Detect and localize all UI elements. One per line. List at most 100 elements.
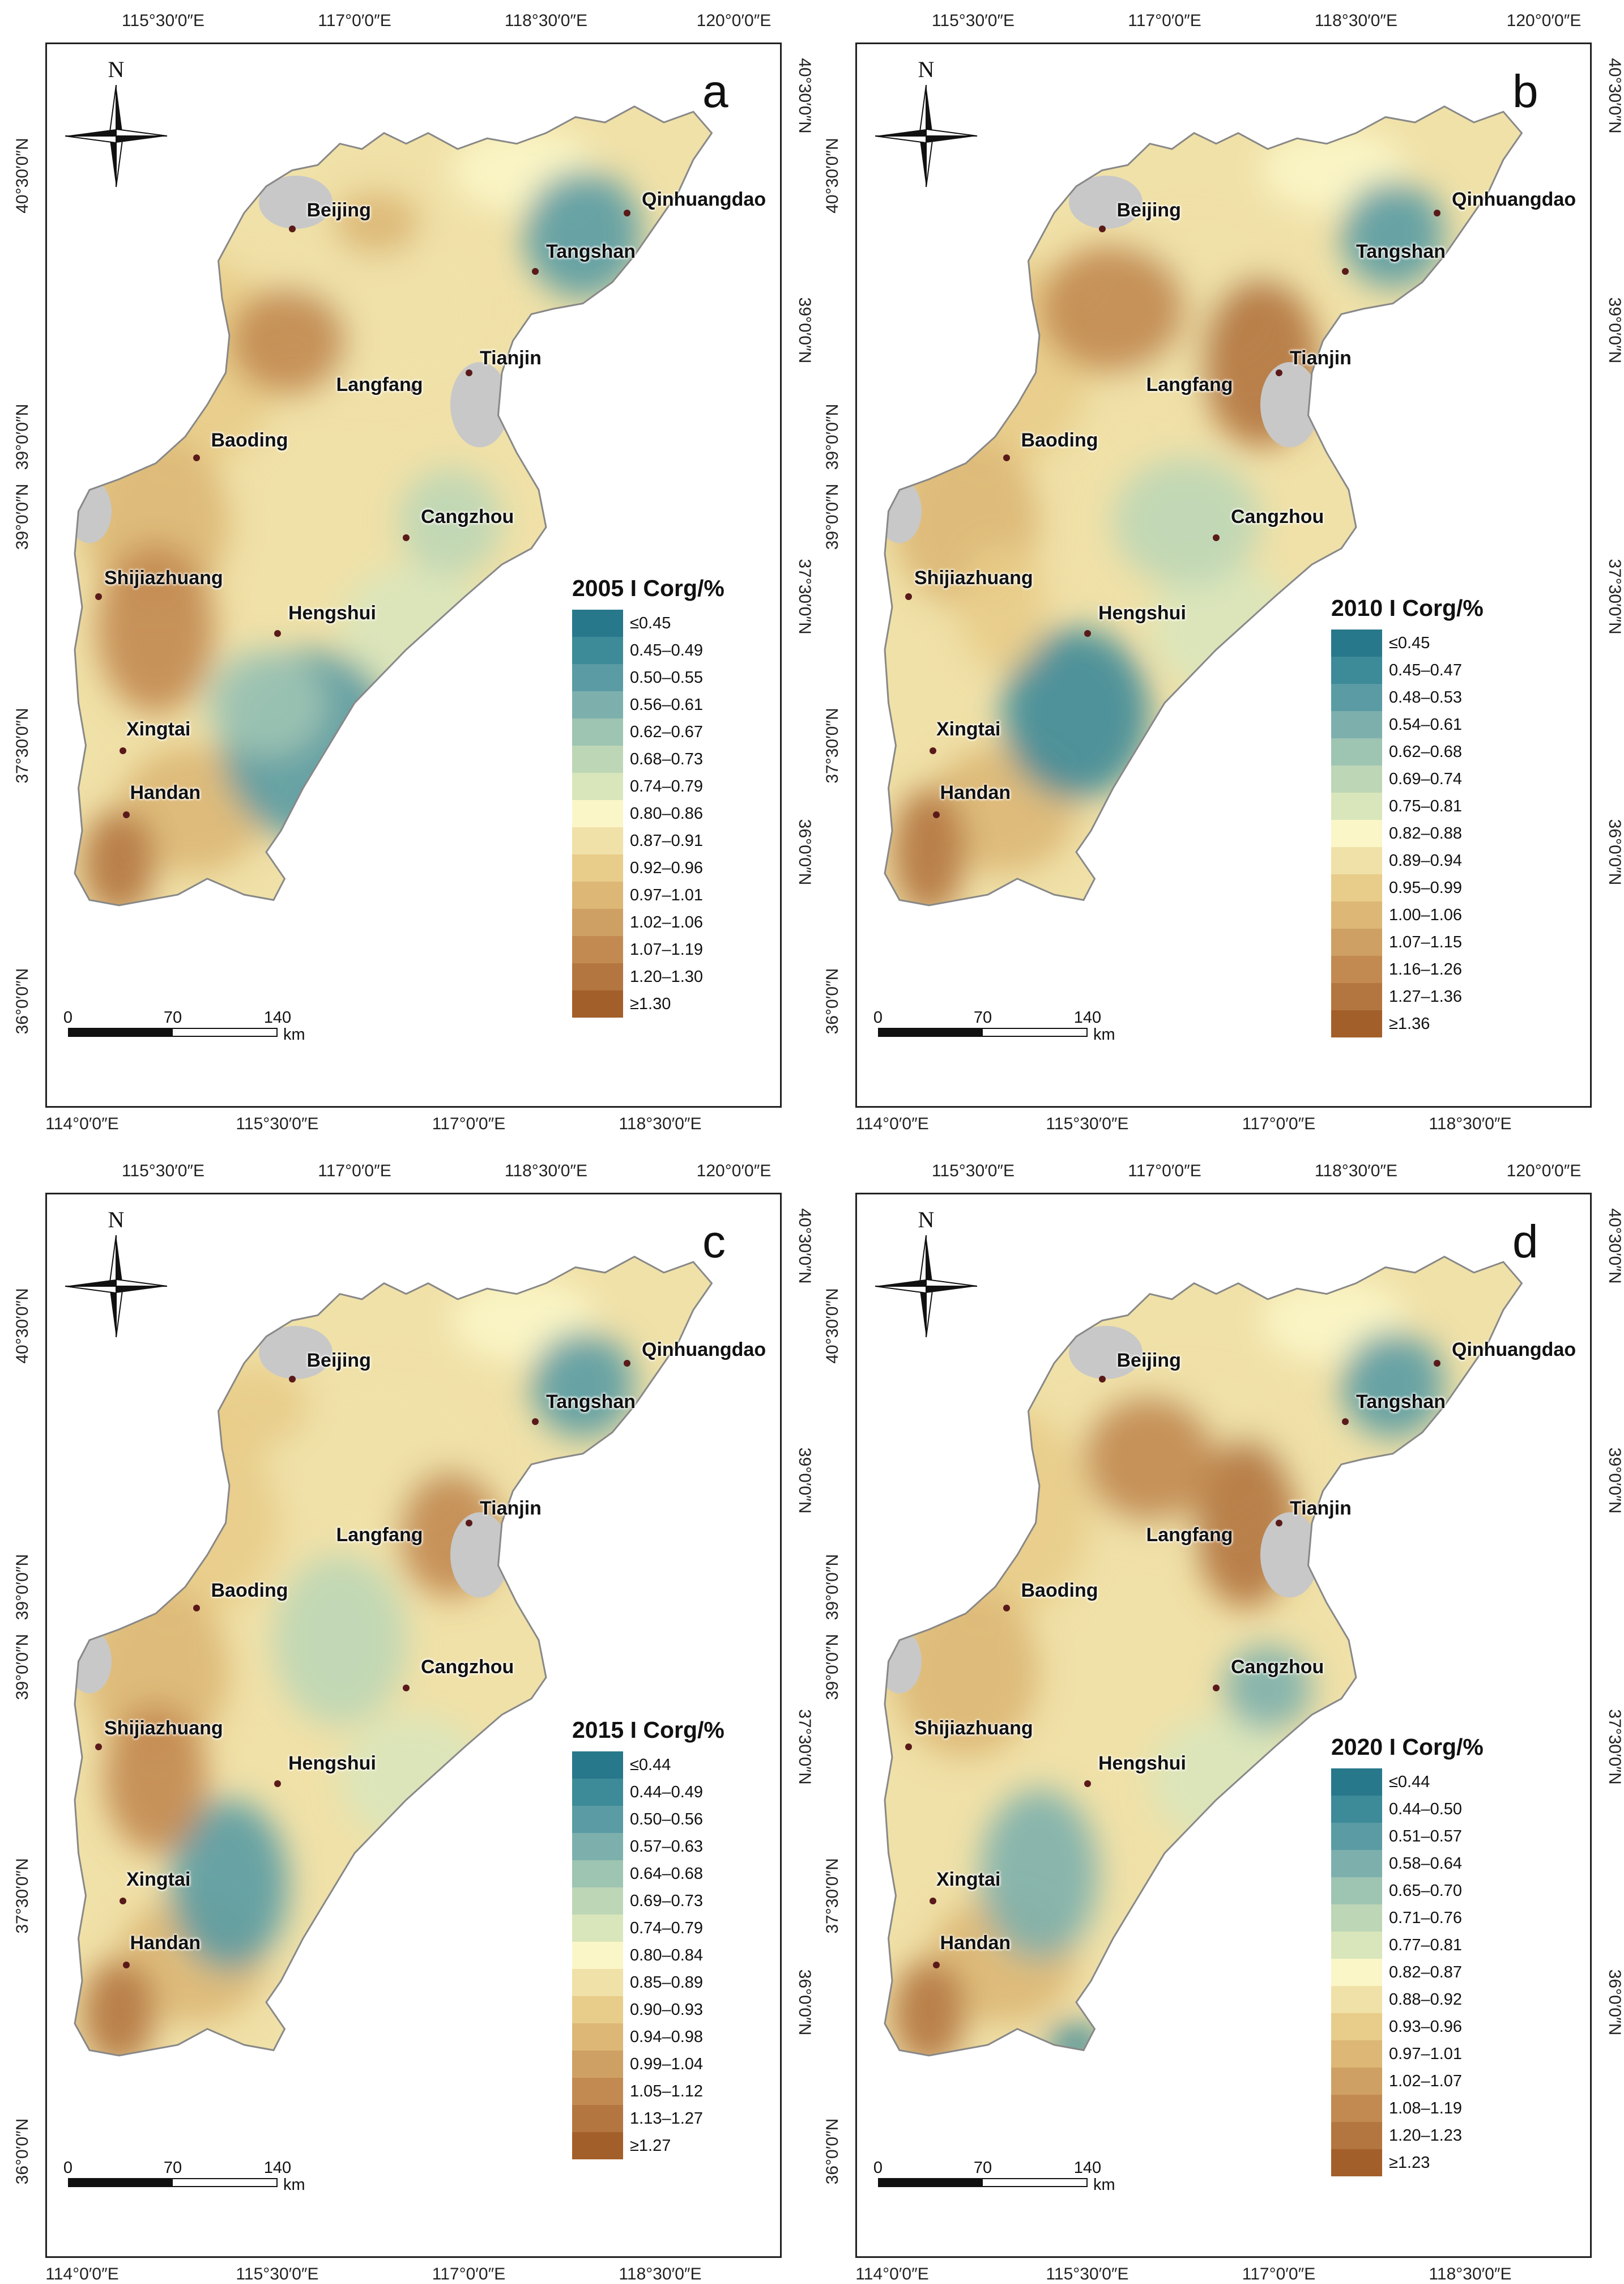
urban-area — [1260, 1512, 1319, 1598]
scale-bar-graphic — [68, 1028, 278, 1037]
legend-item: ≤0.44 — [572, 1751, 724, 1779]
legend-item: 0.75–0.81 — [1331, 793, 1484, 820]
latitude-tick-label: 36°0′0″N — [1605, 819, 1624, 886]
legend-item-label: ≥1.23 — [1389, 2153, 1430, 2172]
city-marker — [929, 1898, 936, 1905]
longitude-tick-label: 117°0′0″E — [1242, 2265, 1316, 2283]
city-marker — [929, 747, 936, 755]
city-marker — [531, 268, 539, 275]
legend-item-label: 0.74–0.79 — [630, 1919, 704, 1937]
urban-area — [259, 1326, 333, 1379]
legend-item: 0.74–0.79 — [572, 773, 724, 800]
north-label: N — [108, 57, 125, 82]
legend-item-label: 1.00–1.06 — [1389, 905, 1463, 924]
city-label-cangzhou: Cangzhou — [1231, 1656, 1324, 1678]
map-panel-b: 115°30′0″E 117°0′0″E 118°30′0″E 120°0′0″E 11… — [810, 0, 1624, 1133]
legend-item-label: 1.20–1.30 — [630, 967, 704, 986]
city-label-tianjin: Tianjin — [1290, 347, 1352, 369]
legend-swatch — [1331, 1850, 1382, 1877]
longitude-tick-label: 118°30′0″E — [1314, 11, 1398, 30]
city-label-langfang: Langfang — [1146, 1524, 1233, 1546]
city-label-handan: Handan — [940, 1932, 1011, 1954]
legend-item: 0.65–0.70 — [1331, 1877, 1484, 1904]
legend-item-label: 1.08–1.19 — [1389, 2099, 1463, 2117]
legend-item: 0.87–0.91 — [572, 827, 724, 854]
city-marker — [531, 1418, 539, 1426]
legend-swatch — [572, 1751, 623, 1779]
map-value-patch — [892, 1959, 966, 2056]
scale-bar-unit: km — [1093, 2176, 1115, 2194]
map-value-patch — [958, 543, 1047, 671]
legend-item-label: 0.80–0.84 — [630, 1946, 704, 1964]
legend-swatch — [1331, 874, 1382, 901]
legend-title: 2005 I Corg/% — [572, 575, 724, 601]
scale-bar-unit: km — [283, 1026, 305, 1044]
legend-item: 0.80–0.84 — [572, 1942, 724, 1969]
map-value-patch — [1084, 1395, 1216, 1523]
latitude-tick-label: 40°30′0″N — [823, 1288, 842, 1364]
map-value-patch — [892, 788, 966, 905]
legend-swatch — [572, 2051, 623, 2078]
latitude-tick-label: 37°30′0″N — [823, 708, 842, 784]
longitude-tick-label: 115°30′0″E — [1046, 1115, 1129, 1133]
legend-swatch — [572, 664, 623, 691]
city-marker — [465, 1519, 472, 1526]
legend-item: 0.85–0.89 — [572, 1969, 724, 1996]
longitude-tick-label: 120°0′0″E — [696, 11, 771, 30]
legend-item: 0.99–1.04 — [572, 2051, 724, 2078]
legend-item-label: 0.89–0.94 — [1389, 851, 1463, 870]
legend-item: 0.74–0.79 — [572, 1915, 724, 1942]
legend-item-label: 0.90–0.93 — [630, 2000, 704, 2019]
legend-item-label: 1.07–1.19 — [630, 940, 704, 959]
legend-item: 0.94–0.98 — [572, 2023, 724, 2051]
legend-item: 1.08–1.19 — [1331, 2095, 1484, 2122]
legend-item: 0.45–0.47 — [1331, 657, 1484, 684]
longitude-tick-label: 115°30′0″E — [121, 1162, 205, 1180]
city-label-tangshan: Tangshan — [1356, 1391, 1446, 1413]
legend-item-label: 0.82–0.87 — [1389, 1963, 1463, 1981]
longitude-tick-label: 117°0′0″E — [432, 1115, 506, 1133]
legend-item-label: 0.57–0.63 — [630, 1837, 704, 1856]
map-value-patch — [333, 192, 421, 256]
scale-bar-labels: 0 70 140 — [63, 2159, 291, 2178]
legend-item: 1.13–1.27 — [572, 2105, 724, 2132]
map-value-patch — [171, 1800, 288, 1971]
city-marker — [1434, 1359, 1440, 1367]
legend-item: 0.95–0.99 — [1331, 874, 1484, 901]
legend-item: 1.05–1.12 — [572, 2078, 724, 2105]
legend-item: 1.00–1.06 — [1331, 901, 1484, 929]
map-value-patch — [1003, 628, 1150, 799]
map-value-patch — [1224, 1645, 1312, 1731]
legend-item-label: 0.56–0.61 — [630, 695, 704, 714]
legend-item-label: ≥1.36 — [1389, 1014, 1430, 1033]
legend-item: ≥1.30 — [572, 990, 724, 1018]
city-marker — [274, 630, 281, 637]
city-marker — [403, 1685, 410, 1692]
map-value-patch — [524, 170, 642, 299]
legend-item: 0.89–0.94 — [1331, 847, 1484, 874]
legend-swatch — [572, 2023, 623, 2051]
legend-swatch — [572, 1996, 623, 2023]
legend-item-label: 0.45–0.49 — [630, 641, 704, 660]
legend-swatch — [572, 1969, 623, 1996]
legend-swatch — [572, 773, 623, 800]
legend-swatch — [572, 637, 623, 664]
legend-swatch — [572, 827, 623, 854]
city-label-xingtai: Xingtai — [936, 718, 1001, 740]
city-label-qinhuangdao: Qinhuangdao — [1452, 1339, 1576, 1361]
legend-item: 0.56–0.61 — [572, 691, 724, 718]
latitude-tick-label: 36°0′0″N — [1605, 1969, 1624, 2036]
city-marker — [410, 1536, 417, 1542]
longitude-tick-label: 117°0′0″E — [318, 11, 391, 30]
panel-label: a — [702, 66, 728, 117]
city-label-xingtai: Xingtai — [936, 1868, 1001, 1890]
legend-swatch — [572, 990, 623, 1018]
legend-item-label: 1.13–1.27 — [630, 2109, 704, 2128]
latitude-tick-label: 40°30′0″N — [823, 138, 842, 214]
scale-bar-segment — [983, 2179, 1086, 2186]
city-marker — [1434, 209, 1440, 216]
longitude-tick-label: 120°0′0″E — [1506, 11, 1582, 30]
scale-bar-tick: 70 — [973, 2159, 992, 2177]
legend-item: ≥1.23 — [1331, 2149, 1484, 2176]
city-label-tianjin: Tianjin — [1290, 1498, 1352, 1520]
